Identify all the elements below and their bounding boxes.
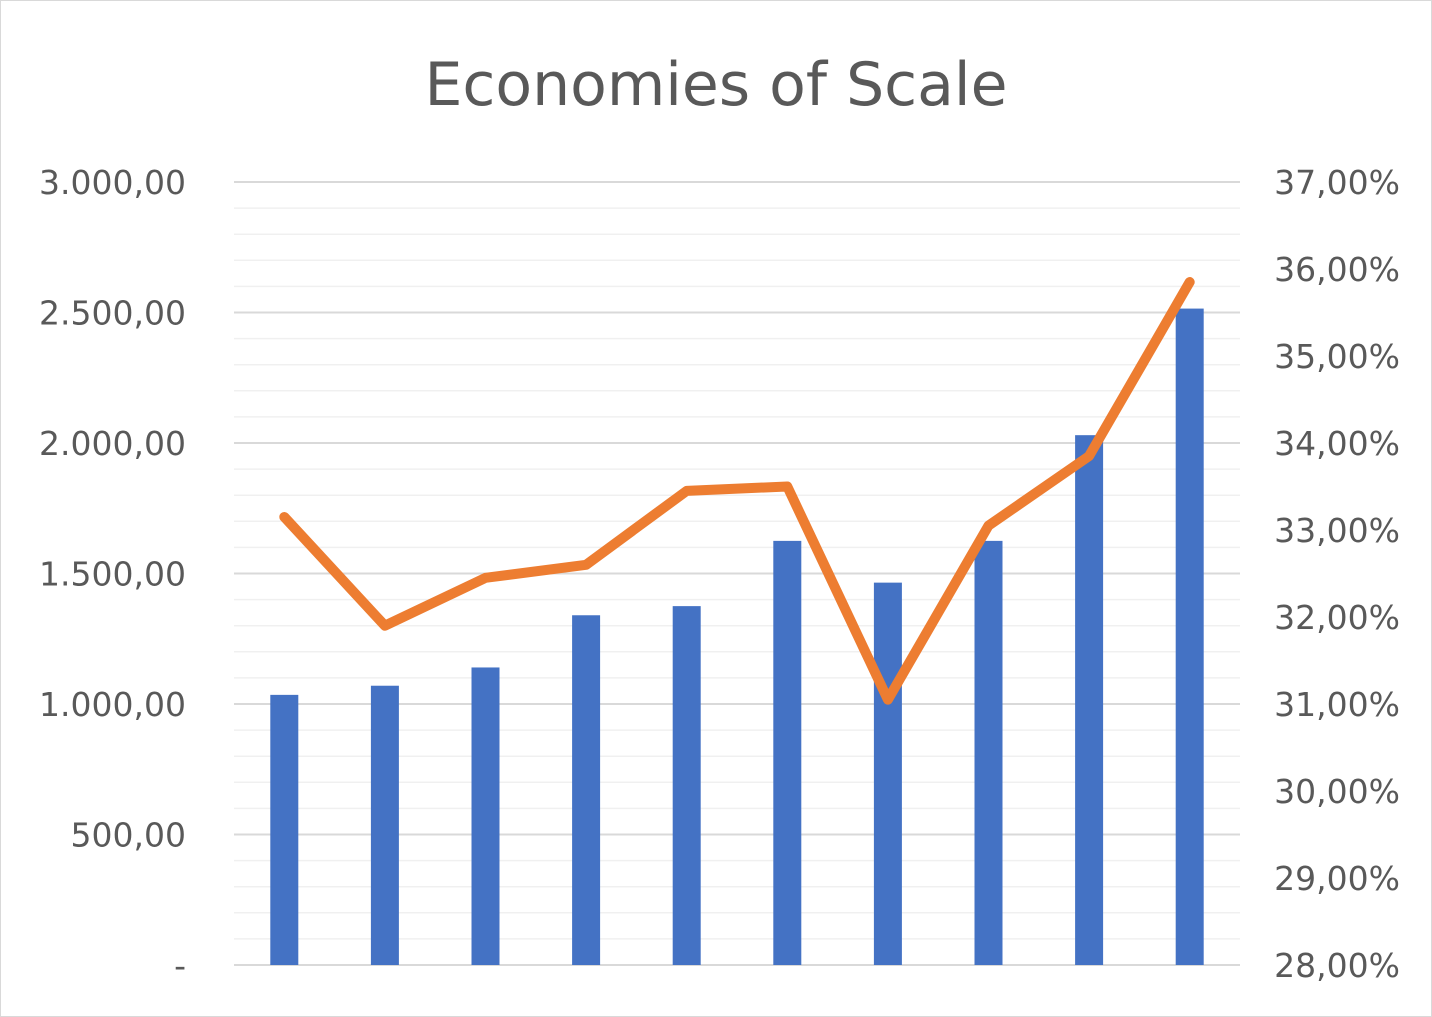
bar [974, 540, 1003, 965]
gridlines [234, 181, 1240, 966]
right-tick-label: 34,00% [1274, 424, 1400, 463]
left-tick-label: 1.500,00 [39, 555, 186, 594]
right-tick-label: 36,00% [1274, 250, 1400, 289]
bar [773, 540, 802, 965]
left-tick-label: 3.000,00 [39, 163, 186, 202]
right-tick-label: 32,00% [1274, 598, 1400, 637]
right-tick-label: 37,00% [1274, 163, 1400, 202]
bar [370, 685, 399, 965]
left-tick-label: - [174, 946, 186, 985]
bar [270, 694, 299, 965]
chart-title: Economies of Scale [424, 50, 1007, 120]
right-tick-label: 28,00% [1274, 946, 1400, 985]
right-tick-label: 31,00% [1274, 685, 1400, 724]
bar [672, 606, 701, 965]
bar [873, 582, 902, 965]
bar [572, 615, 601, 965]
bar [1175, 308, 1204, 966]
bar [1075, 435, 1104, 965]
right-tick-label: 30,00% [1274, 772, 1400, 811]
right-axis-tick-labels: 28,00% 29,00% 30,00% 31,00% 32,00% 33,00% 34,0… [1274, 163, 1400, 985]
right-tick-label: 29,00% [1274, 859, 1400, 898]
left-axis-tick-labels: - 500,00 1.000,00 1.500,00 2.000,00 2.500,00 3… [39, 163, 186, 985]
left-tick-label: 500,00 [71, 816, 186, 855]
left-tick-label: 2.000,00 [39, 424, 186, 463]
bar [471, 667, 500, 965]
left-tick-label: 2.500,00 [39, 294, 186, 333]
series-line [279, 277, 1195, 705]
bar-series [270, 308, 1204, 966]
right-tick-label: 33,00% [1274, 511, 1400, 550]
left-tick-label: 1.000,00 [39, 685, 186, 724]
right-tick-label: 35,00% [1274, 337, 1400, 376]
line-series [279, 277, 1195, 705]
